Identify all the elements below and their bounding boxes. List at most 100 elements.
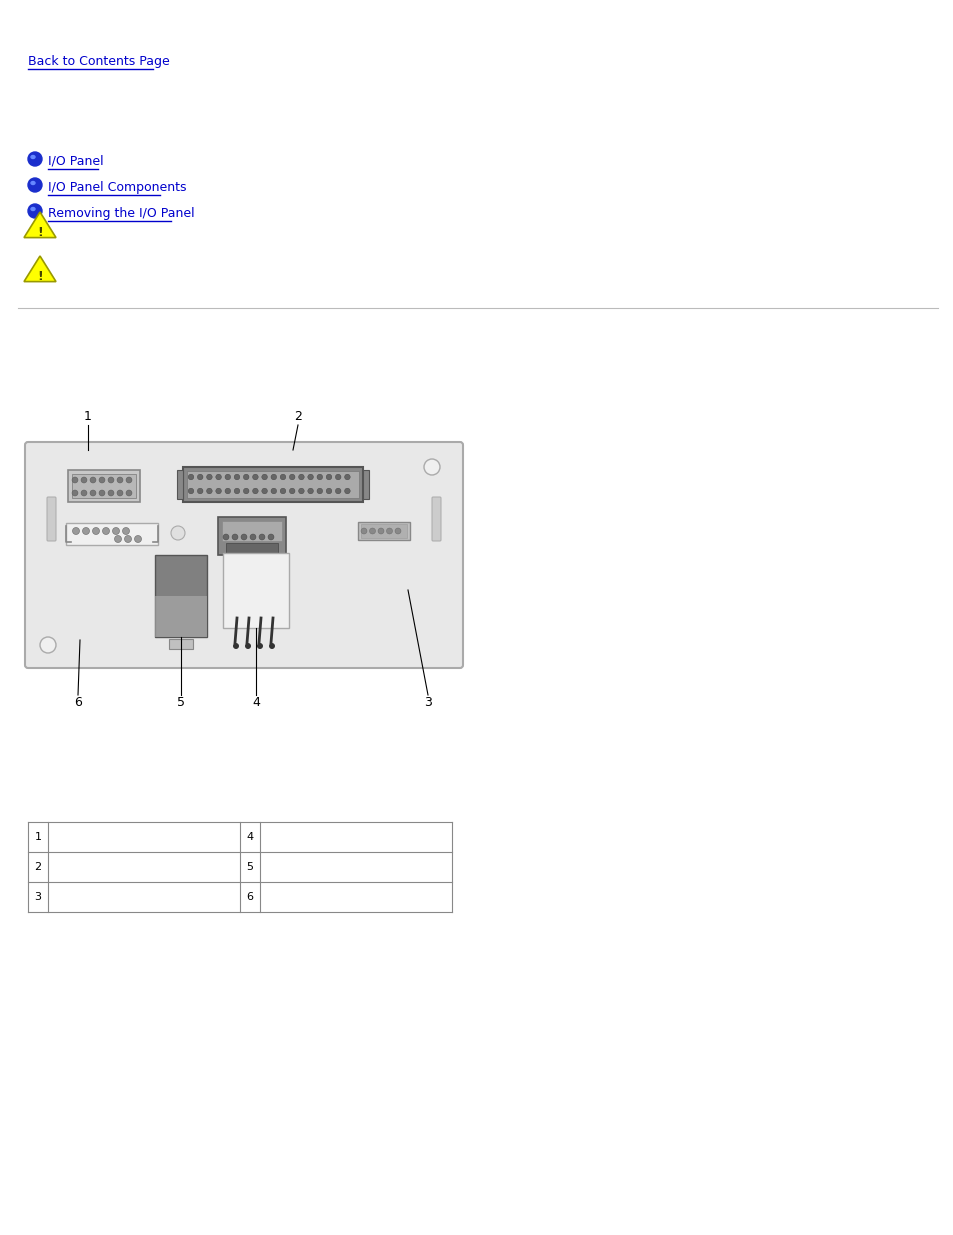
FancyBboxPatch shape <box>360 524 407 538</box>
FancyBboxPatch shape <box>25 442 462 668</box>
Ellipse shape <box>30 182 35 184</box>
FancyBboxPatch shape <box>187 471 358 498</box>
Circle shape <box>256 643 263 650</box>
Text: 5: 5 <box>177 697 185 709</box>
Circle shape <box>197 474 203 480</box>
Polygon shape <box>24 212 56 237</box>
Circle shape <box>289 488 294 494</box>
FancyBboxPatch shape <box>218 517 286 555</box>
Circle shape <box>308 474 314 480</box>
Circle shape <box>326 488 332 494</box>
FancyBboxPatch shape <box>66 522 158 545</box>
Circle shape <box>108 477 113 483</box>
FancyBboxPatch shape <box>357 522 410 540</box>
Circle shape <box>271 474 276 480</box>
Text: 3: 3 <box>34 892 42 902</box>
Circle shape <box>344 474 350 480</box>
Circle shape <box>243 488 249 494</box>
Circle shape <box>261 488 267 494</box>
FancyBboxPatch shape <box>47 496 56 541</box>
Circle shape <box>316 488 322 494</box>
Text: I/O Panel Components: I/O Panel Components <box>48 182 186 194</box>
Text: Removing the I/O Panel: Removing the I/O Panel <box>48 207 194 220</box>
FancyBboxPatch shape <box>432 496 440 541</box>
Text: 1: 1 <box>34 832 42 842</box>
Circle shape <box>40 637 56 653</box>
Circle shape <box>261 474 267 480</box>
Polygon shape <box>24 256 56 282</box>
Circle shape <box>308 488 314 494</box>
Text: 2: 2 <box>294 410 301 424</box>
Circle shape <box>134 536 141 542</box>
Text: 4: 4 <box>252 697 259 709</box>
Circle shape <box>253 488 258 494</box>
Circle shape <box>99 477 105 483</box>
FancyBboxPatch shape <box>154 555 207 637</box>
Circle shape <box>126 490 132 496</box>
Circle shape <box>114 536 121 542</box>
Text: I/O Panel: I/O Panel <box>48 156 104 168</box>
Text: 5: 5 <box>246 862 253 872</box>
Circle shape <box>232 534 237 540</box>
Circle shape <box>360 529 367 534</box>
Circle shape <box>243 474 249 480</box>
Circle shape <box>326 474 332 480</box>
Circle shape <box>28 152 42 165</box>
Circle shape <box>269 643 274 650</box>
Circle shape <box>99 490 105 496</box>
Circle shape <box>245 643 251 650</box>
FancyBboxPatch shape <box>177 471 183 499</box>
FancyBboxPatch shape <box>222 521 282 541</box>
Circle shape <box>241 534 247 540</box>
Circle shape <box>188 474 193 480</box>
Circle shape <box>108 490 113 496</box>
Circle shape <box>258 534 265 540</box>
Circle shape <box>335 488 340 494</box>
Circle shape <box>188 488 193 494</box>
Circle shape <box>253 474 258 480</box>
Text: 1: 1 <box>84 410 91 424</box>
Circle shape <box>233 488 239 494</box>
Circle shape <box>71 477 78 483</box>
Circle shape <box>92 527 99 535</box>
Circle shape <box>90 490 96 496</box>
Circle shape <box>72 527 79 535</box>
Circle shape <box>125 536 132 542</box>
Bar <box>154 597 207 637</box>
Circle shape <box>280 474 286 480</box>
Circle shape <box>271 488 276 494</box>
Circle shape <box>423 459 439 475</box>
Text: 4: 4 <box>246 832 253 842</box>
Circle shape <box>28 178 42 191</box>
Circle shape <box>90 477 96 483</box>
Circle shape <box>117 490 123 496</box>
Circle shape <box>225 488 231 494</box>
FancyBboxPatch shape <box>183 467 363 501</box>
Circle shape <box>316 474 322 480</box>
Circle shape <box>207 474 212 480</box>
Circle shape <box>81 490 87 496</box>
Circle shape <box>28 204 42 219</box>
Text: 3: 3 <box>424 697 432 709</box>
Circle shape <box>122 527 130 535</box>
Circle shape <box>335 474 340 480</box>
FancyBboxPatch shape <box>68 471 140 501</box>
Ellipse shape <box>30 156 35 158</box>
Circle shape <box>112 527 119 535</box>
Circle shape <box>82 527 90 535</box>
Circle shape <box>369 529 375 534</box>
Circle shape <box>117 477 123 483</box>
FancyBboxPatch shape <box>223 553 289 629</box>
Circle shape <box>197 488 203 494</box>
Circle shape <box>233 474 239 480</box>
Text: 6: 6 <box>74 697 82 709</box>
FancyBboxPatch shape <box>363 471 369 499</box>
Circle shape <box>102 527 110 535</box>
FancyBboxPatch shape <box>226 543 277 555</box>
Circle shape <box>215 488 221 494</box>
Text: 6: 6 <box>246 892 253 902</box>
Circle shape <box>215 474 221 480</box>
Circle shape <box>126 477 132 483</box>
Ellipse shape <box>30 207 35 210</box>
Circle shape <box>298 474 304 480</box>
